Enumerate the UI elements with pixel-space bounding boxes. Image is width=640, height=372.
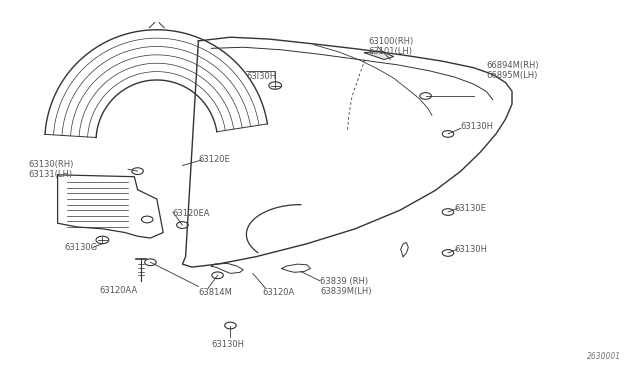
Text: 63814M: 63814M [198,288,232,296]
Text: 63120AA: 63120AA [99,286,138,295]
Text: 63l30H: 63l30H [246,72,276,81]
Text: 63120EA: 63120EA [173,209,211,218]
Text: 63130H: 63130H [454,245,488,254]
Text: 63130H: 63130H [211,340,244,349]
Text: 63130G: 63130G [64,243,97,252]
Text: 63100(RH)
63101(LH): 63100(RH) 63101(LH) [368,37,413,56]
Polygon shape [365,51,394,60]
Text: 63130H: 63130H [461,122,494,131]
Text: 63120A: 63120A [262,288,294,296]
Text: 63130(RH)
63131(LH): 63130(RH) 63131(LH) [29,160,74,179]
Text: 63130E: 63130E [454,204,486,213]
Text: 2630001: 2630001 [587,352,621,361]
Text: 63839 (RH)
63839M(LH): 63839 (RH) 63839M(LH) [320,277,371,296]
Text: 66894M(RH)
66895M(LH): 66894M(RH) 66895M(LH) [486,61,539,80]
Text: 63120E: 63120E [198,155,230,164]
